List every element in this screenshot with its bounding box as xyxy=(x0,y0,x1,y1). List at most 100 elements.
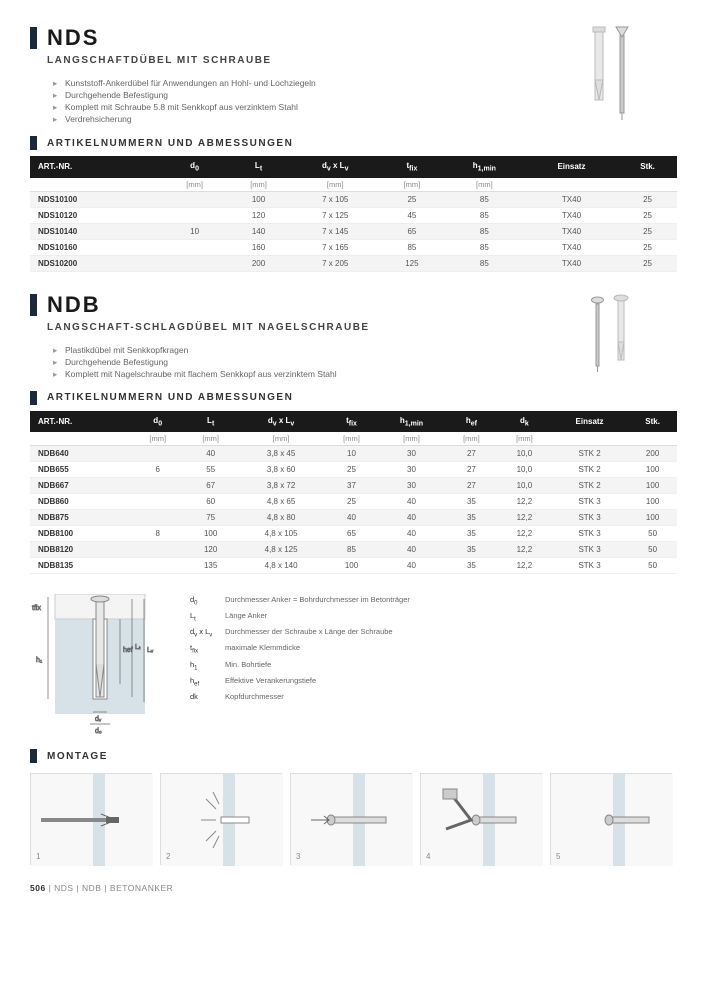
svg-text:dᵥ: dᵥ xyxy=(95,716,102,723)
table-cell: 100 xyxy=(325,558,378,574)
table-cell xyxy=(163,191,227,207)
ndb-title: NDB xyxy=(47,292,101,318)
table-cell: NDS10140 xyxy=(30,223,163,239)
table-row: NDS10140101407 x 1456585TX4025 xyxy=(30,223,677,239)
table-cell: 40 xyxy=(378,558,445,574)
table-cell: 85 xyxy=(444,255,525,271)
table-cell: 40 xyxy=(378,494,445,510)
table-header-cell: h1,min xyxy=(378,411,445,433)
table-cell: 35 xyxy=(445,542,498,558)
legend-text: Durchmesser Anker = Bohrdurchmesser im B… xyxy=(225,594,410,609)
page-footer: 506 | NDS | NDB | BETONANKER xyxy=(30,883,677,893)
table-cell: 140 xyxy=(227,223,291,239)
table-cell: NDB8120 xyxy=(30,542,131,558)
legend-row: hefEffektive Verankerungstiefe xyxy=(190,675,410,690)
table-cell: TX40 xyxy=(525,191,618,207)
table-cell xyxy=(131,494,184,510)
table-cell: 85 xyxy=(444,191,525,207)
legend-text: Durchmesser der Schraube x Länge der Sch… xyxy=(225,626,393,641)
table-row: NDB667673,8 x 7237302710,0STK 2100 xyxy=(30,478,677,494)
table-cell: TX40 xyxy=(525,207,618,223)
table-cell: 25 xyxy=(618,223,677,239)
table-header-cell: d0 xyxy=(131,411,184,433)
table-cell: 160 xyxy=(227,239,291,255)
table-cell: 12,2 xyxy=(498,494,551,510)
table-cell: 12,2 xyxy=(498,526,551,542)
table-header-cell: tfix xyxy=(325,411,378,433)
table-row: NDB875754,8 x 8040403512,2STK 3100 xyxy=(30,510,677,526)
table-cell xyxy=(131,542,184,558)
legend-text: Kopfdurchmesser xyxy=(225,691,284,703)
table-cell: 37 xyxy=(325,478,378,494)
unit-cell xyxy=(618,178,677,192)
table-cell: 3,8 x 72 xyxy=(237,478,325,494)
nds-table-header: ARTIKELNUMMERN UND ABMESSUNGEN xyxy=(30,136,677,150)
table-cell: 4,8 x 105 xyxy=(237,526,325,542)
table-cell: 25 xyxy=(325,462,378,478)
table-cell: 60 xyxy=(184,494,237,510)
unit-cell: [mm] xyxy=(380,178,444,192)
unit-cell: [mm] xyxy=(444,178,525,192)
table-cell: 8 xyxy=(131,526,184,542)
table-cell: 40 xyxy=(184,446,237,462)
legend-text: maximale Klemmdicke xyxy=(225,642,300,657)
table-cell: 85 xyxy=(380,239,444,255)
nds-table: ART.-NR.d0Ltdv x Lvtfixh1,minEinsatzStk.… xyxy=(30,156,677,272)
table-cell xyxy=(131,446,184,462)
svg-text:d₀: d₀ xyxy=(95,728,102,734)
table-row: NDS101201207 x 1254585TX4025 xyxy=(30,207,677,223)
table-header-cell: dv x Lv xyxy=(291,156,380,178)
table-cell: 40 xyxy=(378,526,445,542)
table-header-cell: Lt xyxy=(227,156,291,178)
table-cell: 25 xyxy=(325,494,378,510)
unit-cell xyxy=(628,432,677,446)
table-cell: 4,8 x 140 xyxy=(237,558,325,574)
bullet-item: Plastikdübel mit Senkkopfkragen xyxy=(65,345,677,355)
montage-steps: 12345 xyxy=(30,773,677,865)
table-cell: NDS10160 xyxy=(30,239,163,255)
table-header-cell: hef xyxy=(445,411,498,433)
table-cell: 7 x 165 xyxy=(291,239,380,255)
table-cell: 3,8 x 60 xyxy=(237,462,325,478)
table-cell: 7 x 145 xyxy=(291,223,380,239)
table-header-cell: tfix xyxy=(380,156,444,178)
table-cell: STK 2 xyxy=(551,478,628,494)
table-cell: TX40 xyxy=(525,239,618,255)
table-cell: 40 xyxy=(378,510,445,526)
montage-step-1: 1 xyxy=(30,773,152,865)
ndb-table-header: ARTIKELNUMMERN UND ABMESSUNGEN xyxy=(30,391,677,405)
table-cell: 55 xyxy=(184,462,237,478)
title-bar-small xyxy=(30,749,37,763)
table-cell: 35 xyxy=(445,558,498,574)
svg-text:h₁: h₁ xyxy=(36,657,43,664)
unit-cell: [mm] xyxy=(291,178,380,192)
table-cell: NDB655 xyxy=(30,462,131,478)
table-cell xyxy=(131,510,184,526)
legend-symbol: tfix xyxy=(190,642,225,657)
unit-cell xyxy=(525,178,618,192)
table-row: NDB81201204,8 x 12585403512,2STK 350 xyxy=(30,542,677,558)
step-number: 4 xyxy=(426,852,430,861)
svg-text:Lᵥ: Lᵥ xyxy=(147,647,154,654)
ndb-table: ART.-NR.d0Ltdv x Lvtfixh1,minhefdkEinsat… xyxy=(30,411,677,575)
title-bar xyxy=(30,27,37,49)
unit-cell xyxy=(551,432,628,446)
legend-symbol: h1 xyxy=(190,659,225,674)
table-cell: 3,8 x 45 xyxy=(237,446,325,462)
legend-row: dkKopfdurchmesser xyxy=(190,691,410,703)
table-cell: 100 xyxy=(184,526,237,542)
bullet-item: Verdrehsicherung xyxy=(65,114,677,124)
table-cell: 100 xyxy=(227,191,291,207)
table-cell: 25 xyxy=(618,207,677,223)
nds-title: NDS xyxy=(47,25,99,51)
table-cell: STK 3 xyxy=(551,542,628,558)
table-cell: 85 xyxy=(444,207,525,223)
table-cell: 7 x 125 xyxy=(291,207,380,223)
table-cell: 100 xyxy=(628,494,677,510)
unit-cell: [mm] xyxy=(445,432,498,446)
table-cell: 10 xyxy=(163,223,227,239)
unit-cell: [mm] xyxy=(163,178,227,192)
table-header-cell: Stk. xyxy=(628,411,677,433)
table-cell: NDB875 xyxy=(30,510,131,526)
table-cell: 65 xyxy=(380,223,444,239)
